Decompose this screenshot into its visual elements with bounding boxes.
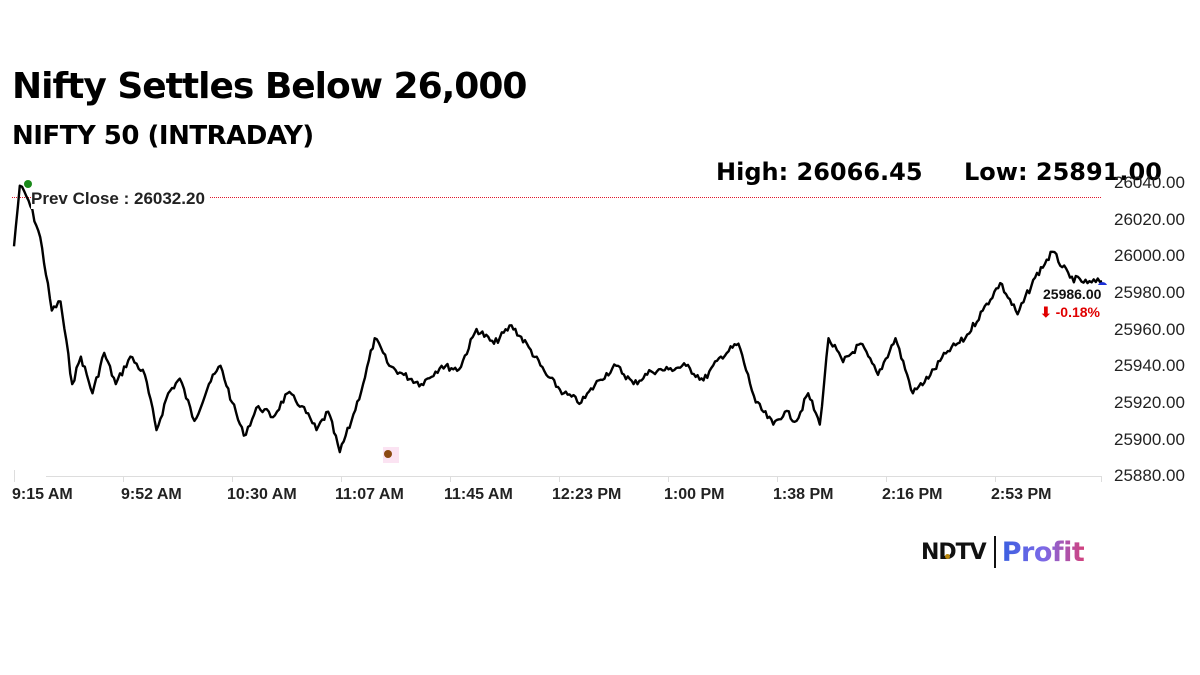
- day-low-label: Low: 25891.00: [964, 158, 1162, 186]
- y-tick-label: 25920.00: [1114, 393, 1185, 412]
- y-tick-label: 25880.00: [1114, 466, 1185, 485]
- day-high-label: High: 26066.45: [716, 158, 923, 186]
- x-tick-label: 11:45 AM: [444, 486, 513, 503]
- y-tick-label: 25940.00: [1114, 356, 1185, 375]
- logo-profit-text: Profit: [1001, 536, 1085, 568]
- ndtv-profit-logo: NDTV Profit: [921, 534, 1085, 570]
- chart-subtitle: NIFTY 50 (INTRADAY): [12, 121, 314, 151]
- x-tick-label: 9:52 AM: [121, 486, 182, 503]
- x-tick-label: 11:07 AM: [335, 486, 404, 503]
- prev-close-label: Prev Close : 26032.20: [31, 189, 209, 209]
- x-tick-label: 2:16 PM: [882, 486, 943, 503]
- high-marker[interactable]: [24, 180, 32, 188]
- y-tick-label: 25900.00: [1114, 430, 1185, 449]
- low-marker[interactable]: [384, 450, 392, 458]
- y-tick-label: 26000.00: [1114, 246, 1185, 265]
- logo-divider: [993, 536, 996, 568]
- last-price-label: 25986.00: [1043, 286, 1102, 302]
- last-price-marker[interactable]: [1098, 282, 1107, 285]
- x-tick-label: 12:23 PM: [552, 486, 622, 503]
- x-tick-label: 1:00 PM: [664, 486, 725, 503]
- x-tick-label: 9:15 AM: [12, 486, 73, 503]
- y-tick-label: 26040.00: [1114, 173, 1185, 192]
- change-percent-label: ⬇ -0.18%: [1040, 304, 1100, 320]
- y-tick-label: 26020.00: [1114, 210, 1185, 229]
- x-tick-label: 2:53 PM: [991, 486, 1052, 503]
- chart-title: Nifty Settles Below 26,000: [12, 66, 527, 107]
- logo-ndtv-text: NDTV: [921, 539, 987, 565]
- y-tick-label: 25960.00: [1114, 320, 1185, 339]
- x-axis-ticks: [14, 470, 1102, 482]
- logo-dot-icon: [945, 553, 950, 559]
- y-tick-label: 25980.00: [1114, 283, 1185, 302]
- x-tick-label: 10:30 AM: [227, 486, 297, 503]
- x-tick-label: 1:38 PM: [773, 486, 834, 503]
- price-line: [12, 184, 1103, 454]
